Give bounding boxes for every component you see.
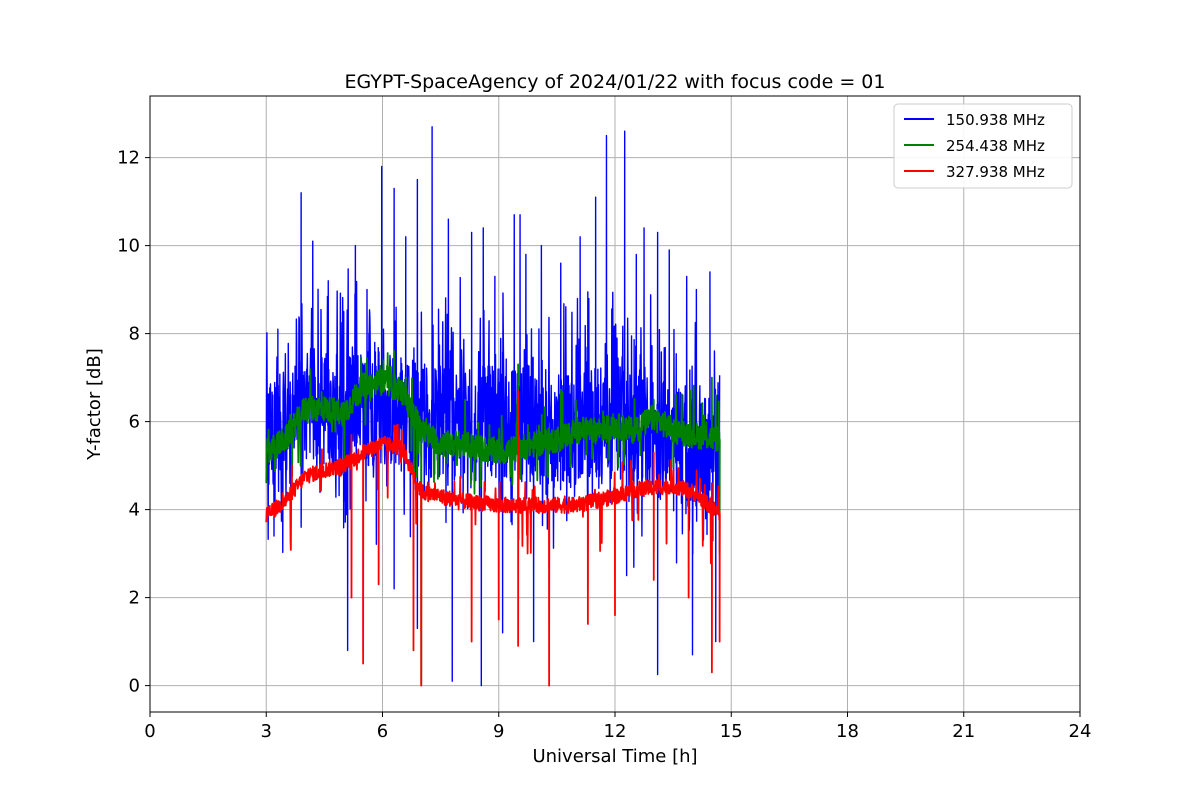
x-tick-label: 21 [952,721,975,742]
series-line-3 [265,389,721,687]
legend: 150.938 MHz 254.438 MHz 327.938 MHz [893,103,1073,189]
x-tick-label: 15 [720,721,743,742]
legend-label: 327.938 MHz [946,163,1045,181]
y-tick-label: 10 [117,236,140,257]
y-axis-title: Y-factor [dB] [84,348,105,461]
y-tick-label: 0 [129,676,140,697]
legend-label: 150.938 MHz [946,111,1045,129]
series-line-2 [265,350,721,686]
y-tick-label: 8 [129,324,140,345]
chart-title: EGYPT-SpaceAgency of 2024/01/22 with foc… [345,71,886,93]
y-tick-label: 12 [117,148,140,169]
x-tick-label: 0 [144,721,155,742]
x-tick-label: 24 [1069,721,1092,742]
series-group [265,126,721,687]
x-axis-title: Universal Time [h] [532,746,697,767]
y-tick-label: 4 [129,500,140,521]
y-tick-label: 6 [129,412,140,433]
legend-box [893,103,1073,189]
x-tick-label: 12 [604,721,627,742]
x-tick-label: 18 [836,721,859,742]
x-tick-label: 6 [377,721,388,742]
x-tick-label: 9 [493,721,504,742]
y-tick-label: 2 [129,588,140,609]
legend-label: 254.438 MHz [946,137,1045,155]
x-tick-label: 3 [261,721,272,742]
